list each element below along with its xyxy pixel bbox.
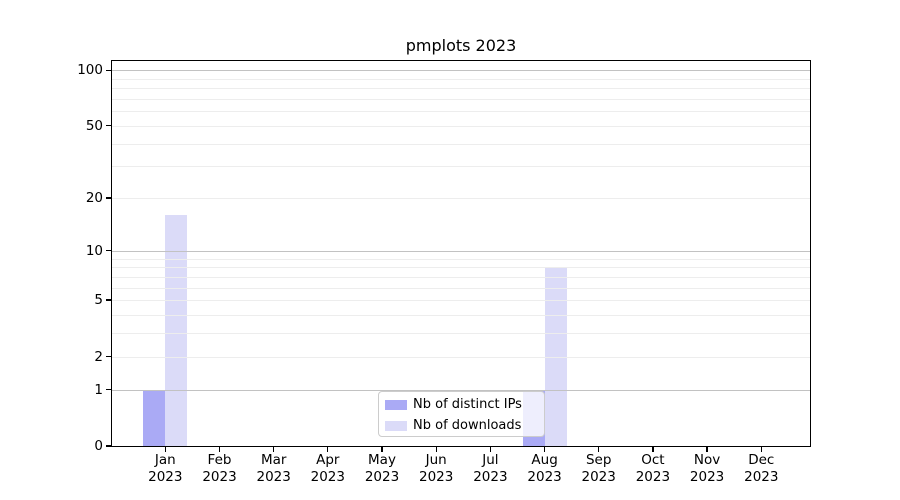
x-tick-label: Oct 2023 [623,452,683,486]
y-tick [106,388,111,391]
x-tick-year: 2023 [689,469,725,485]
x-tick-year: 2023 [473,469,508,485]
gridline-minor [112,125,810,127]
gridline-minor [112,356,810,358]
bar-jan-distinct-ips [143,389,166,446]
gridline-minor [112,111,810,113]
x-tick [435,447,437,452]
x-tick-year: 2023 [527,469,562,485]
x-tick-label: Mar 2023 [244,452,304,486]
x-tick-year: 2023 [744,469,779,485]
x-tick-month: Dec [748,452,775,468]
gridline-minor [112,143,810,145]
bar-jan-downloads [165,215,188,446]
gridline-minor [112,287,810,289]
x-tick-month: Mar [260,452,287,468]
x-tick-year: 2023 [256,469,291,485]
gridline-major [112,250,810,252]
x-tick [273,447,275,452]
x-tick [760,447,762,452]
x-tick-month: Jan [154,452,176,468]
gridline-minor [112,88,810,90]
y-tick-label: 0 [94,438,103,454]
legend-label-downloads: Nb of downloads [413,418,522,433]
y-tick [106,299,111,301]
y-tick-label: 50 [85,117,103,134]
gridline-minor [112,267,810,269]
chart-title: pmplots 2023 [405,36,517,55]
y-tick [106,69,111,71]
y-tick-label: 100 [77,62,103,79]
x-tick [652,447,654,452]
x-tick-label: Apr 2023 [298,452,358,486]
gridline-minor [112,258,810,260]
gridline-minor [112,98,810,100]
y-tick [106,197,111,199]
x-tick-label: Aug 2023 [515,452,575,486]
y-tick [106,250,111,252]
x-tick [598,447,600,452]
gridline-minor [112,300,810,302]
x-tick [218,447,221,452]
y-tick [106,355,111,358]
x-tick-label: Jul 2023 [460,452,520,486]
x-tick-month: Feb [207,452,232,468]
x-tick-month: Jun [425,452,447,468]
gridline-minor [112,166,810,168]
y-tick-label: 10 [85,242,103,259]
x-tick-year: 2023 [635,469,671,485]
y-tick-label: 20 [85,190,103,207]
x-tick [543,447,546,452]
x-tick-label: Feb 2023 [190,452,250,486]
y-tick [106,125,111,127]
legend: Nb of distinct IPs Nb of downloads [378,391,545,437]
x-tick [706,447,708,452]
x-tick-year: 2023 [148,469,183,485]
gridline-major [112,70,810,72]
x-tick-month: Nov [693,452,721,468]
x-tick-month: Oct [641,452,665,468]
x-tick-month: Jul [482,452,499,468]
gridline-minor [112,198,810,200]
x-tick [489,447,491,452]
x-tick-label: Sep 2023 [569,452,629,486]
x-tick-label: May 2023 [352,452,412,486]
legend-swatch-downloads [385,420,407,431]
gridline-minor [112,276,810,278]
gridline-major [112,389,810,391]
x-tick-month: Aug [531,452,558,468]
legend-swatch-distinct-ips [385,399,407,410]
x-tick-month: Apr [316,452,340,468]
gridline-minor [112,333,810,335]
x-tick-label: Dec 2023 [731,452,791,486]
x-tick-year: 2023 [419,469,454,485]
x-tick-year: 2023 [310,469,345,485]
legend-item-downloads: Nb of downloads [385,415,544,436]
gridline-minor [112,78,810,80]
gridline-minor [112,314,810,316]
y-tick-label: 1 [94,381,103,398]
y-tick-label: 2 [94,348,103,365]
x-tick-month: Sep [585,452,612,468]
x-tick [381,447,383,452]
y-tick-label: 5 [94,292,103,309]
x-tick-year: 2023 [364,469,400,485]
y-tick [106,445,111,447]
x-tick-label: Jan 2023 [135,452,195,486]
x-tick-label: Jun 2023 [406,452,466,486]
x-tick-label: Nov 2023 [677,452,737,486]
x-tick [164,447,166,452]
legend-item-distinct-ips: Nb of distinct IPs [385,394,544,415]
plot-area [112,61,810,446]
x-tick [327,447,329,452]
x-tick-year: 2023 [202,469,237,485]
legend-label-distinct-ips: Nb of distinct IPs [413,397,522,412]
x-tick-year: 2023 [581,469,616,485]
x-tick-month: May [368,452,396,468]
